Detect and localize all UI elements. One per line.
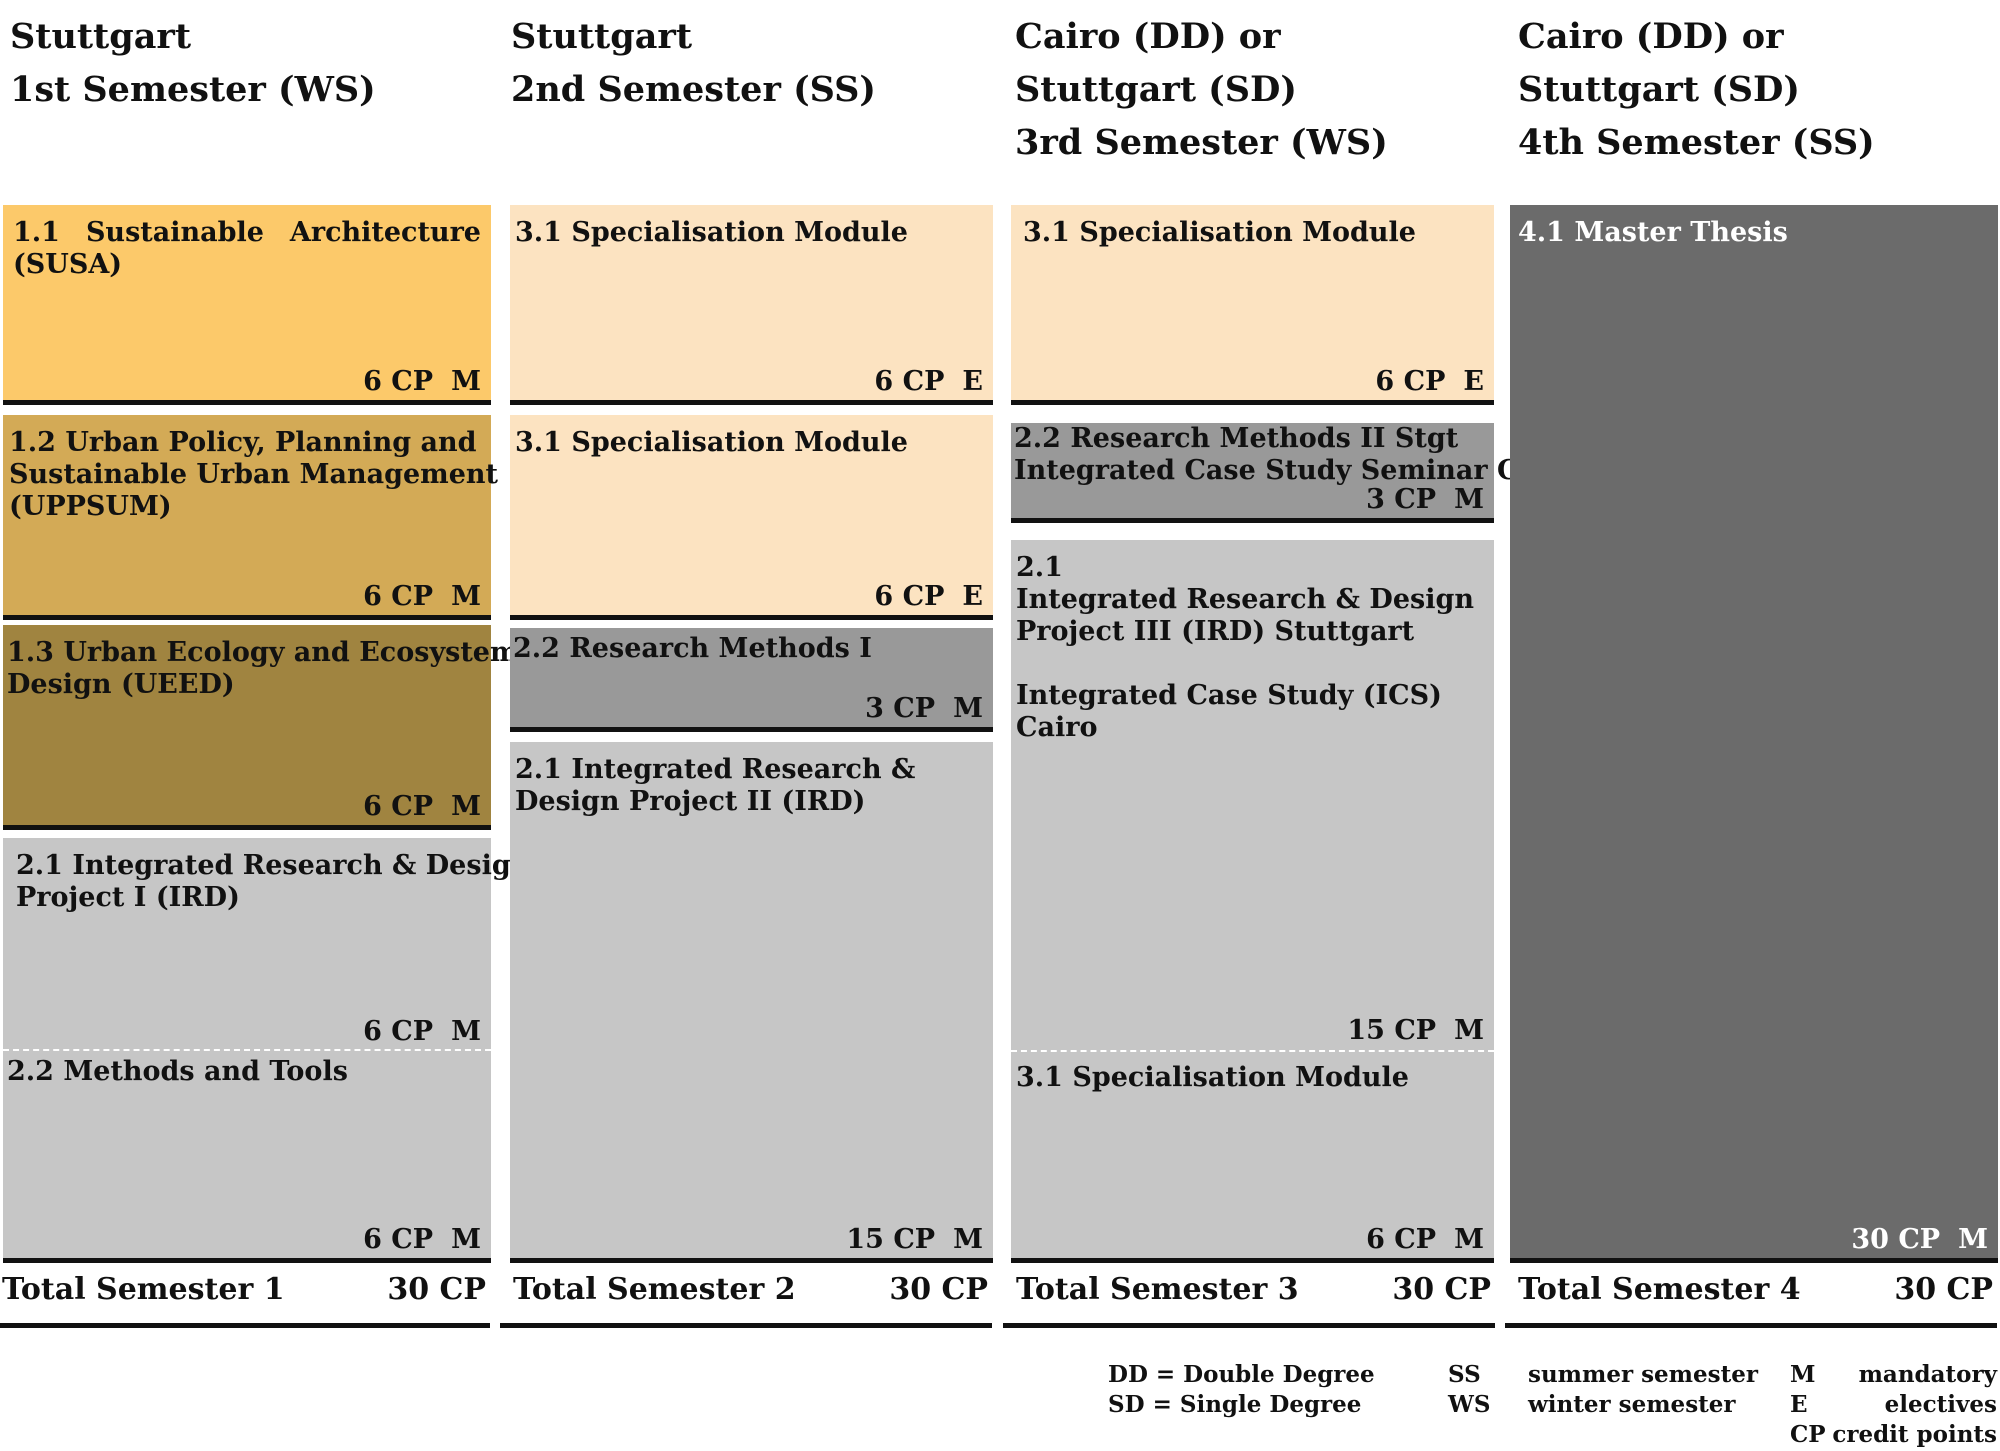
column-header-3: Cairo (DD) or Stuttgart (SD) 3rd Semeste… bbox=[1015, 16, 1388, 163]
module-title: 1.1 Sustainable Architecture (SUSA) bbox=[13, 217, 481, 280]
module-divider bbox=[3, 1049, 491, 1051]
module-title: 3.1 Specialisation Module bbox=[1023, 217, 1416, 248]
legend-semester-abbr: SS WS bbox=[1448, 1361, 1491, 1418]
module-title: 2.1 Integrated Research & Design Project… bbox=[16, 850, 531, 913]
module-title: 2.2 Research Methods II Stgt Integrated … bbox=[1014, 423, 1547, 486]
module-credits: 6 CP M bbox=[363, 366, 481, 397]
module-credits-methods: 6 CP M bbox=[363, 1224, 481, 1255]
module-research-methods-2: 2.2 Research Methods II Stgt Integrated … bbox=[1011, 423, 1547, 523]
total-semester-3: Total Semester 3 30 CP bbox=[1003, 1262, 1495, 1328]
module-credits-specialisation: 6 CP M bbox=[1366, 1224, 1484, 1255]
module-title: 4.1 Master Thesis bbox=[1518, 217, 1788, 248]
legend-type-names: mandatory electives credit points bbox=[1832, 1361, 1997, 1448]
module-title: 2.1 Integrated Research & Design Project… bbox=[515, 754, 916, 817]
module-title: 1.3 Urban Ecology and Ecosystem Design (… bbox=[7, 637, 519, 700]
legend-semester-names: summer semester winter semester bbox=[1528, 1361, 1758, 1418]
column-header-4: Cairo (DD) or Stuttgart (SD) 4th Semeste… bbox=[1518, 16, 1875, 163]
module-ueed: 1.3 Urban Ecology and Ecosystem Design (… bbox=[3, 625, 519, 830]
module-master-thesis: 4.1 Master Thesis 30 CP M bbox=[1510, 205, 1998, 1263]
module-title-specialisation: 3.1 Specialisation Module bbox=[1016, 1062, 1409, 1093]
module-credits: 6 CP M bbox=[363, 1016, 481, 1047]
legend-type-abbr: M E CP bbox=[1790, 1361, 1826, 1448]
module-credits: 3 CP M bbox=[865, 693, 983, 724]
module-divider bbox=[1011, 1050, 1494, 1052]
module-title: 2.2 Research Methods I bbox=[513, 633, 872, 664]
module-ird-2: 2.1 Integrated Research & Design Project… bbox=[510, 742, 993, 1263]
column-header-1: Stuttgart 1st Semester (WS) bbox=[10, 16, 376, 110]
module-credits: 6 CP E bbox=[874, 581, 983, 612]
module-specialisation-3a: 3.1 Specialisation Module 6 CP E bbox=[1011, 205, 1494, 405]
module-credits: 6 CP M bbox=[363, 791, 481, 822]
module-title-methods: 2.2 Methods and Tools bbox=[7, 1056, 348, 1087]
total-semester-2: Total Semester 2 30 CP bbox=[500, 1262, 992, 1328]
module-specialisation-2a: 3.1 Specialisation Module 6 CP E bbox=[510, 205, 993, 405]
column-header-2: Stuttgart 2nd Semester (SS) bbox=[511, 16, 876, 110]
module-uppsum: 1.2 Urban Policy, Planning and Sustainab… bbox=[3, 415, 498, 620]
module-research-methods-1: 2.2 Research Methods I 3 CP M bbox=[510, 628, 993, 732]
module-credits: 6 CP E bbox=[874, 366, 983, 397]
total-semester-4: Total Semester 4 30 CP bbox=[1505, 1262, 1997, 1328]
module-credits: 6 CP E bbox=[1375, 366, 1484, 397]
module-title: 1.2 Urban Policy, Planning and Sustainab… bbox=[9, 427, 498, 522]
legend-degrees: DD = Double Degree SD = Single Degree bbox=[1108, 1361, 1375, 1418]
module-credits: 15 CP M bbox=[846, 1224, 983, 1255]
module-title: 2.1 Integrated Research & Design Project… bbox=[1016, 552, 1474, 743]
module-specialisation-2b: 3.1 Specialisation Module 6 CP E bbox=[510, 415, 993, 620]
total-semester-1: Total Semester 1 30 CP bbox=[0, 1262, 490, 1328]
module-susa: 1.1 Sustainable Architecture (SUSA) 6 CP… bbox=[3, 205, 491, 405]
module-credits: 15 CP M bbox=[1347, 1015, 1484, 1046]
module-ird-3: 2.1 Integrated Research & Design Project… bbox=[1011, 540, 1494, 1263]
module-credits: 3 CP M bbox=[1366, 484, 1484, 515]
module-title: 3.1 Specialisation Module bbox=[515, 427, 908, 458]
module-credits: 6 CP M bbox=[363, 581, 481, 612]
module-credits: 30 CP M bbox=[1851, 1224, 1988, 1255]
module-title: 3.1 Specialisation Module bbox=[515, 217, 908, 248]
module-ird-1: 2.1 Integrated Research & Design Project… bbox=[3, 838, 531, 1263]
